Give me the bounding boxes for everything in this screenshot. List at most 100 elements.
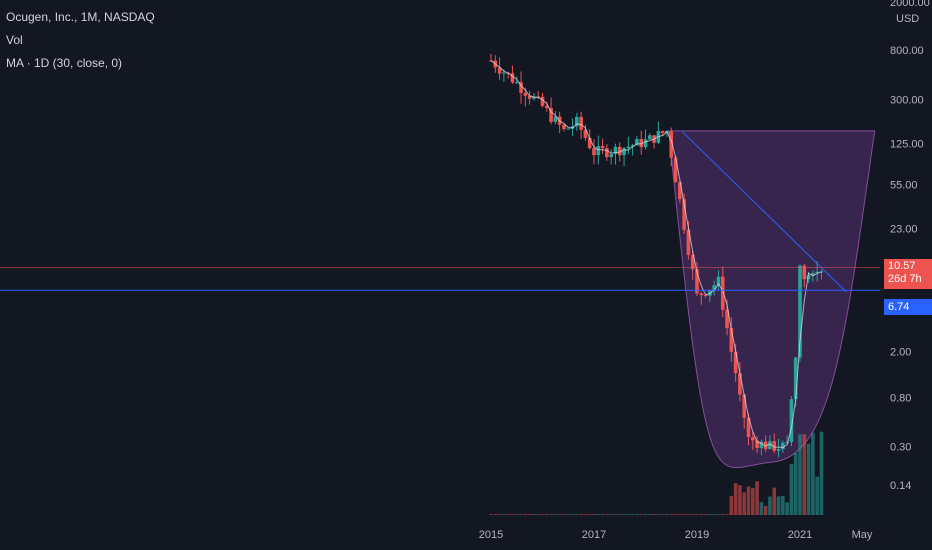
candle-body: [502, 72, 506, 74]
volume-bar: [557, 514, 562, 515]
volume-bar: [738, 485, 742, 515]
time-tick-label: 2017: [582, 529, 606, 541]
volume-bar: [519, 514, 523, 515]
volume-bar: [819, 431, 824, 515]
volume-bar: [720, 514, 725, 515]
volume-bar: [815, 476, 819, 515]
volume-bar: [729, 495, 734, 515]
candle-body: [600, 146, 605, 149]
volume-bar: [540, 514, 545, 515]
candle-body: [553, 116, 558, 122]
price-tick-label: 55.00: [890, 180, 918, 192]
volume-bar: [626, 514, 631, 515]
volume-bar: [781, 495, 785, 515]
volume-bar: [489, 514, 493, 515]
volume-bar: [502, 514, 506, 515]
currency-label: USD: [896, 13, 919, 25]
volume-bar: [725, 514, 729, 515]
trendline[interactable]: [681, 130, 847, 293]
volume-bar: [785, 502, 789, 515]
volume-bar: [643, 514, 648, 515]
cup-pattern-drawing[interactable]: [668, 130, 876, 469]
volume-bar: [652, 514, 656, 515]
candle-body: [673, 157, 678, 183]
candle-body: [763, 441, 768, 450]
volume-bar: [549, 514, 553, 515]
candle-body: [682, 199, 686, 230]
price-tick-label: 2.00: [890, 346, 911, 358]
candle-body: [793, 357, 798, 400]
candle-body: [519, 82, 523, 93]
candle-body: [562, 124, 566, 130]
candle-body: [660, 131, 665, 134]
candle-body: [699, 293, 704, 295]
price-tick-label: 300.00: [890, 94, 924, 106]
price-tick-label: 800.00: [890, 45, 924, 57]
candle-body: [514, 82, 519, 84]
volume-legend[interactable]: Vol: [6, 33, 23, 47]
volume-bar: [635, 514, 639, 515]
price-tick-label: 2000.00: [890, 0, 930, 9]
price-axis[interactable]: 2000.00 800.00 300.00 125.00 55.00 23.00 2.00 0…: [890, 0, 930, 492]
volume-bar: [793, 452, 798, 515]
candle-body: [635, 139, 639, 146]
bar-countdown: 26d 7h: [888, 273, 922, 285]
volume-bar: [699, 514, 704, 515]
candle-body: [806, 275, 811, 280]
candle-body: [802, 265, 807, 280]
volume-bar: [592, 514, 596, 515]
candle-body: [617, 146, 622, 156]
last-price-value: 10.57: [888, 260, 916, 272]
volume-bar: [733, 483, 738, 515]
volume-bar: [772, 487, 777, 515]
candle-body: [738, 373, 742, 395]
volume-bar: [532, 514, 536, 515]
candle-body: [725, 309, 729, 329]
candle-body: [605, 148, 609, 158]
volume-bar: [768, 496, 772, 515]
volume-bar: [811, 432, 815, 515]
volume-bar: [575, 514, 579, 515]
candle-body: [755, 440, 759, 449]
volume-bar: [712, 514, 716, 515]
candle-body: [678, 182, 682, 200]
volume-bar: [506, 514, 510, 515]
candle-body: [639, 139, 644, 148]
volume-bar: [510, 514, 515, 515]
candle-body: [712, 285, 716, 290]
volume-bar: [682, 514, 686, 515]
ma-legend[interactable]: MA · 1D (30, close, 0): [6, 56, 123, 70]
volume-bar: [669, 514, 674, 515]
candle-body: [587, 137, 592, 149]
volume-bar: [579, 514, 583, 515]
volume-bar: [742, 492, 747, 515]
cup-shape[interactable]: [668, 130, 876, 469]
candle-body: [544, 105, 549, 109]
symbol-legend[interactable]: Ocugen, Inc., 1M, NASDAQ: [6, 10, 155, 24]
candle-body: [759, 441, 764, 449]
ma-line: [490, 60, 822, 449]
volume-bar: [536, 514, 541, 515]
volume-bar: [776, 496, 781, 515]
candle-body: [772, 441, 777, 451]
candle-body: [750, 437, 755, 441]
price-tick-label: 23.00: [890, 223, 918, 235]
horizontal-lines[interactable]: [0, 267, 880, 291]
candle-body: [708, 289, 712, 296]
candle-body: [785, 441, 789, 443]
volume-bar: [617, 514, 622, 515]
volume-bar: [514, 514, 519, 515]
candle-body: [566, 128, 571, 130]
candle-body: [622, 148, 626, 156]
candle-body: [497, 67, 502, 74]
time-axis[interactable]: 2015 2017 2019 2021 May: [479, 529, 873, 541]
candle-body: [510, 73, 515, 83]
candle-body: [815, 271, 819, 274]
volume-bar: [798, 434, 802, 515]
candle-body: [729, 328, 734, 352]
price-tick-label: 0.80: [890, 392, 911, 404]
candle-body: [579, 116, 583, 130]
candle-body: [609, 153, 613, 158]
volume-bars: [489, 431, 824, 515]
